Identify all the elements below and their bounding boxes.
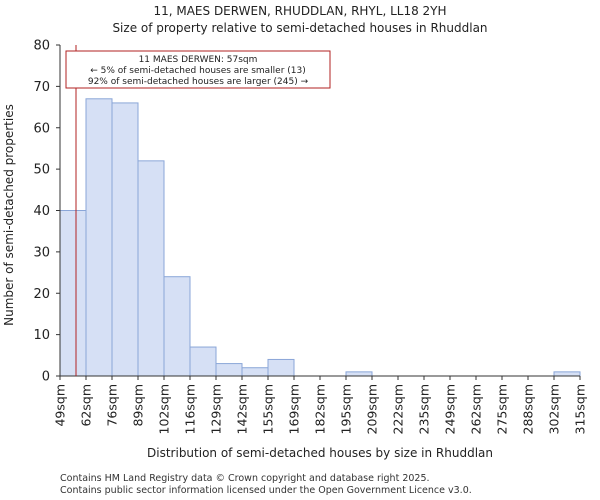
x-tick-label: 102sqm <box>157 384 172 434</box>
x-tick-label: 116sqm <box>183 384 198 434</box>
x-tick-label: 288sqm <box>521 384 536 434</box>
y-tick-label: 10 <box>33 328 50 343</box>
x-tick-label: 222sqm <box>391 384 406 434</box>
x-axis-label: Distribution of semi-detached houses by … <box>147 446 493 460</box>
y-tick-label: 60 <box>33 121 50 136</box>
annotation-box <box>65 50 331 89</box>
x-tick-label: 315sqm <box>573 384 588 434</box>
histogram-bar <box>85 98 113 377</box>
x-tick-label: 49sqm <box>53 384 68 427</box>
histogram-bar <box>267 358 295 377</box>
annotation-text: ← 5% of semi-detached houses are smaller… <box>90 66 306 76</box>
histogram-bar <box>215 363 243 377</box>
y-tick-label: 80 <box>33 39 50 54</box>
histogram-bar <box>189 346 217 377</box>
x-tick-label: 302sqm <box>547 384 562 434</box>
y-tick-label: 40 <box>33 204 50 219</box>
histogram-bar <box>163 276 191 377</box>
x-tick-label: 235sqm <box>417 384 432 434</box>
histogram-bar <box>345 371 373 377</box>
x-tick-label: 275sqm <box>495 384 510 434</box>
chart-title: 11, MAES DERWEN, RHUDDLAN, RHYL, LL18 2Y… <box>153 4 446 18</box>
annotation-text: 11 MAES DERWEN: 57sqm <box>139 55 258 65</box>
x-tick-label: 262sqm <box>469 384 484 434</box>
x-tick-label: 62sqm <box>79 384 94 427</box>
x-tick-label: 169sqm <box>287 384 302 434</box>
y-tick-label: 70 <box>33 80 50 95</box>
x-tick-label: 209sqm <box>365 384 380 434</box>
histogram-bar <box>553 371 581 377</box>
footer-licence: Contains public sector information licen… <box>60 485 472 496</box>
histogram-bar <box>137 160 165 377</box>
x-tick-label: 182sqm <box>313 384 328 434</box>
histogram-bar <box>241 367 269 377</box>
y-tick-label: 30 <box>33 245 50 260</box>
x-tick-label: 195sqm <box>339 384 354 434</box>
x-tick-label: 155sqm <box>261 384 276 434</box>
histogram-bar <box>59 210 87 377</box>
x-tick-label: 129sqm <box>209 384 224 434</box>
y-tick-label: 50 <box>33 163 50 178</box>
y-tick-label: 0 <box>42 370 50 385</box>
chart-subtitle: Size of property relative to semi-detach… <box>112 21 487 35</box>
x-tick-label: 89sqm <box>131 384 146 427</box>
histogram-bar <box>111 102 139 377</box>
x-tick-label: 76sqm <box>105 384 120 427</box>
annotation-text: 92% of semi-detached houses are larger (… <box>88 77 309 87</box>
footer-copyright: Contains HM Land Registry data © Crown c… <box>60 473 430 484</box>
x-tick-label: 142sqm <box>235 384 250 434</box>
x-tick-label: 249sqm <box>443 384 458 434</box>
y-tick-label: 20 <box>33 287 50 302</box>
y-axis-label: Number of semi-detached properties <box>2 104 16 326</box>
